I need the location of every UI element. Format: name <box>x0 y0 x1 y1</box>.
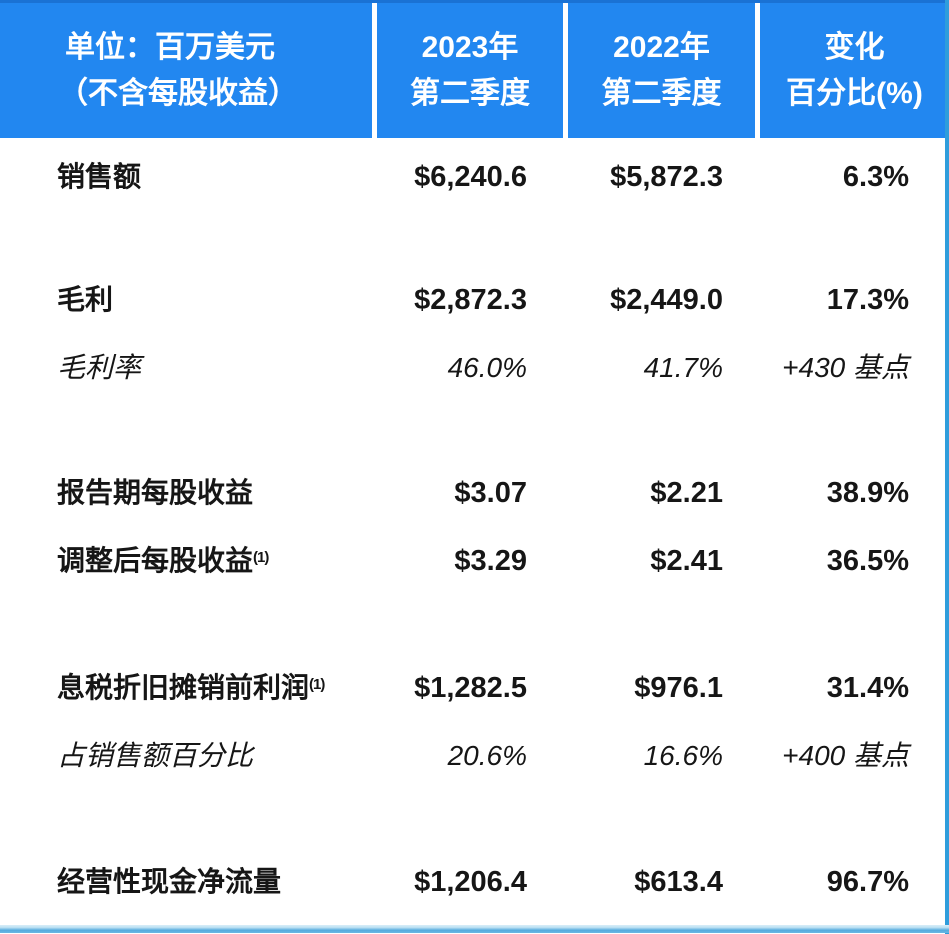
value-2022: $976.1 <box>634 672 723 704</box>
value-2022: 41.7% <box>643 352 723 383</box>
row-label-text: 息税折旧摊销前利润 <box>57 672 310 703</box>
value-2022: $613.4 <box>634 866 723 898</box>
value-2022: $5,872.3 <box>610 161 723 193</box>
table-row-pct-of-sales: 占销售额百分比 20.6% 16.6% +400 基点 <box>0 736 949 776</box>
value-2022: $2,449.0 <box>610 284 723 316</box>
header-2023-line2: 第二季度 <box>410 76 530 110</box>
header-2023-line1: 2023年 <box>421 30 519 64</box>
table-row-adjusted-eps: 调整后每股收益(1) $3.29 $2.41 36.5% <box>0 541 949 581</box>
table-row-gross-profit: 毛利 $2,872.3 $2,449.0 17.3% <box>0 280 949 320</box>
row-label: 经营性现金净流量 <box>0 862 372 902</box>
row-label-text: 调整后每股收益 <box>57 545 254 576</box>
table-header: 单位：百万美元 （不含每股收益） 2023年 第二季度 2022年 第二季度 变… <box>0 0 949 138</box>
unit-label-line1: 单位：百万美元 <box>65 30 275 64</box>
row-label-text: 销售额 <box>57 161 142 192</box>
value-2022: $2.21 <box>650 477 723 509</box>
value-2022: $2.41 <box>650 545 723 577</box>
table-row-operating-cash-flow: 经营性现金净流量 $1,206.4 $613.4 96.7% <box>0 862 949 902</box>
value-change: 6.3% <box>842 161 909 193</box>
value-change: 38.9% <box>826 477 909 509</box>
row-label: 毛利率 <box>0 348 372 388</box>
value-2023: $2,872.3 <box>414 284 527 316</box>
row-label: 调整后每股收益(1) <box>0 541 372 581</box>
table-row-sales: 销售额 $6,240.6 $5,872.3 6.3% <box>0 157 949 197</box>
header-col-change-pct: 变化 百分比(%) <box>760 3 949 138</box>
header-col-2023-q2: 2023年 第二季度 <box>377 3 563 138</box>
table-row-ebitda: 息税折旧摊销前利润(1) $1,282.5 $976.1 31.4% <box>0 668 949 708</box>
value-2023: $3.29 <box>454 545 527 577</box>
right-accent-border <box>945 0 949 934</box>
row-label: 销售额 <box>0 157 372 197</box>
row-label-text: 毛利率 <box>57 352 142 383</box>
header-2022-line1: 2022年 <box>613 30 710 64</box>
value-2023: $6,240.6 <box>414 161 527 193</box>
footnote-sup: (1) <box>253 549 269 566</box>
header-unit-cell: 单位：百万美元 （不含每股收益） <box>0 3 372 138</box>
row-label-text: 占销售额百分比 <box>57 740 254 771</box>
unit-label-line2: （不含每股收益） <box>58 76 298 110</box>
value-2023: 46.0% <box>447 352 527 383</box>
row-label: 息税折旧摊销前利润(1) <box>0 668 372 708</box>
value-2022: 16.6% <box>643 740 723 771</box>
value-2023: $3.07 <box>454 477 527 509</box>
value-2023: $1,282.5 <box>414 672 527 704</box>
value-2023: $1,206.4 <box>414 866 527 898</box>
value-2023: 20.6% <box>447 740 527 771</box>
header-change-line2: 百分比(%) <box>786 76 923 110</box>
value-change: 31.4% <box>826 672 909 704</box>
row-label: 占销售额百分比 <box>0 736 372 776</box>
row-label-text: 报告期每股收益 <box>57 477 254 508</box>
value-change: 96.7% <box>826 866 909 898</box>
value-change: +400 基点 <box>782 740 909 771</box>
table-row-reported-eps: 报告期每股收益 $3.07 $2.21 38.9% <box>0 473 949 513</box>
value-change: +430 基点 <box>782 352 909 383</box>
header-col-2022-q2: 2022年 第二季度 <box>568 3 755 138</box>
header-2022-line2: 第二季度 <box>601 76 722 110</box>
footnote-sup: (1) <box>309 676 325 693</box>
row-label: 报告期每股收益 <box>0 473 372 513</box>
row-label-text: 毛利 <box>57 284 114 315</box>
value-change: 17.3% <box>826 284 909 316</box>
header-change-line1: 变化 <box>824 30 885 64</box>
row-label-text: 经营性现金净流量 <box>57 866 282 897</box>
value-change: 36.5% <box>826 545 909 577</box>
table-row-gross-margin: 毛利率 46.0% 41.7% +430 基点 <box>0 348 949 388</box>
bottom-accent-bar <box>0 925 949 933</box>
row-label: 毛利 <box>0 280 372 320</box>
